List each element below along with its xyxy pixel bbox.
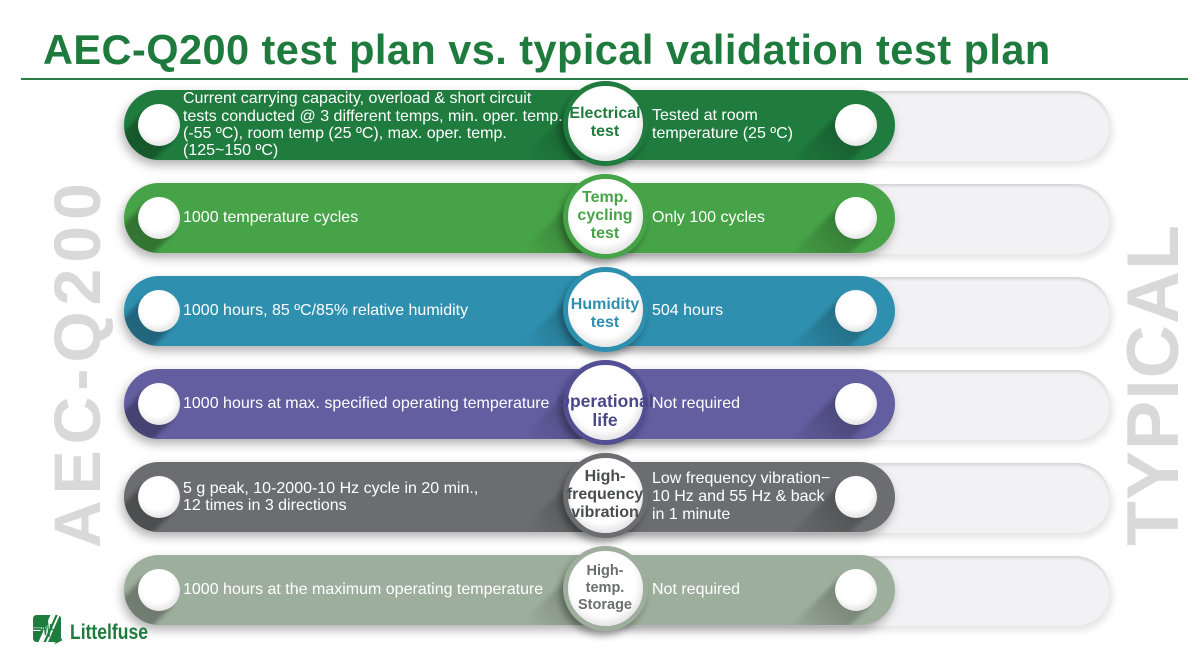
- svg-text:Littelfuse: Littelfuse: [70, 620, 148, 644]
